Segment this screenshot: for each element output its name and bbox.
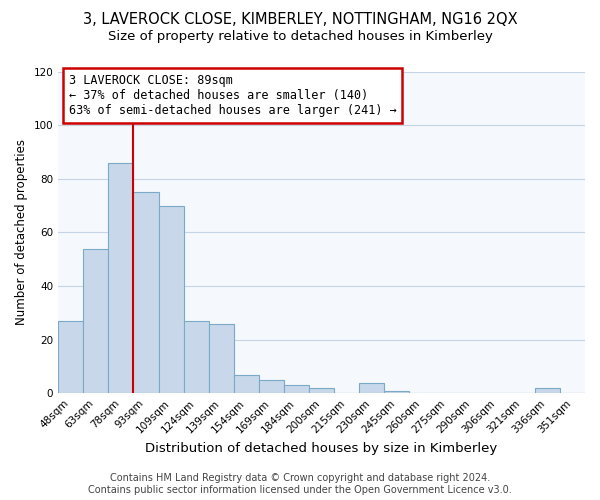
Bar <box>359 382 385 394</box>
Bar <box>535 388 560 394</box>
Bar <box>83 248 109 394</box>
Bar <box>234 374 259 394</box>
Text: Contains HM Land Registry data © Crown copyright and database right 2024.
Contai: Contains HM Land Registry data © Crown c… <box>88 474 512 495</box>
Bar <box>284 386 309 394</box>
Bar <box>133 192 158 394</box>
Bar <box>158 206 184 394</box>
Bar <box>259 380 284 394</box>
Bar <box>209 324 234 394</box>
Bar <box>109 162 133 394</box>
Text: 3, LAVEROCK CLOSE, KIMBERLEY, NOTTINGHAM, NG16 2QX: 3, LAVEROCK CLOSE, KIMBERLEY, NOTTINGHAM… <box>83 12 517 28</box>
Text: 3 LAVEROCK CLOSE: 89sqm
← 37% of detached houses are smaller (140)
63% of semi-d: 3 LAVEROCK CLOSE: 89sqm ← 37% of detache… <box>69 74 397 117</box>
Bar <box>184 321 209 394</box>
X-axis label: Distribution of detached houses by size in Kimberley: Distribution of detached houses by size … <box>145 442 498 455</box>
Text: Size of property relative to detached houses in Kimberley: Size of property relative to detached ho… <box>107 30 493 43</box>
Bar <box>309 388 334 394</box>
Bar <box>58 321 83 394</box>
Bar <box>385 390 409 394</box>
Y-axis label: Number of detached properties: Number of detached properties <box>15 140 28 326</box>
